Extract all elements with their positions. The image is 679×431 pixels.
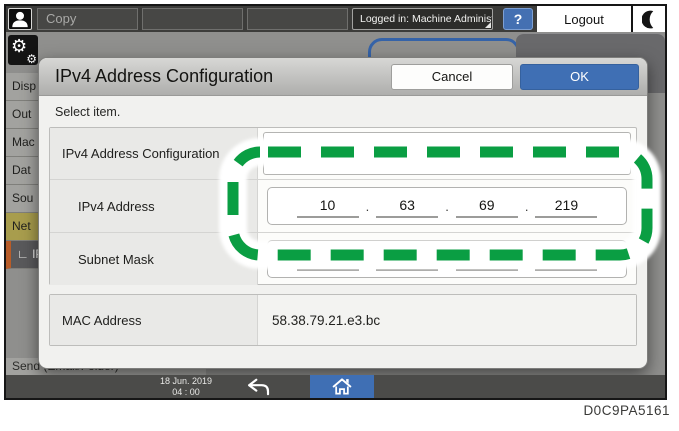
ipv4-octet-2[interactable]: 63 bbox=[376, 195, 439, 218]
login-status-text: Logged in: Machine Administrator bbox=[360, 13, 492, 25]
date-text: 18 Jun. 2019 bbox=[159, 376, 213, 386]
date-time-display: 18 Jun. 2019 04 : 00 bbox=[144, 376, 228, 397]
home-icon bbox=[332, 378, 352, 395]
gear-small-icon: ⚙ bbox=[26, 52, 37, 65]
ip-dot: . bbox=[445, 198, 449, 214]
crescent-moon-icon bbox=[641, 10, 653, 28]
topbar-divider bbox=[631, 6, 633, 32]
topbar-white-zone: Logout bbox=[537, 6, 665, 32]
dialog-header: IPv4 Address Configuration Cancel OK bbox=[39, 58, 647, 96]
login-corner-mark-icon bbox=[485, 22, 491, 28]
ip-dot: . bbox=[524, 198, 529, 214]
table-row-mac: MAC Address 58.38.79.21.e3.bc bbox=[50, 295, 636, 345]
time-text: 04 : 00 bbox=[172, 386, 200, 397]
ipv4-config-dialog: IPv4 Address Configuration Cancel OK Sel… bbox=[38, 57, 648, 369]
dialog-instruction: Select item. bbox=[55, 105, 121, 119]
table-row-ipv4: IPv4 Address 10 . 63 . 69 . 219 bbox=[50, 180, 636, 233]
device-screen: Copy Logged in: Machine Administrator ? … bbox=[4, 4, 667, 400]
ipv4-address-input-group: 10 . 63 . 69 . 219 bbox=[267, 187, 627, 225]
ip-dot: . bbox=[445, 251, 449, 267]
ipv4-octet-1[interactable]: 10 bbox=[296, 195, 359, 218]
energy-saver-button[interactable] bbox=[633, 6, 665, 32]
back-arrow-icon bbox=[248, 378, 270, 395]
function-tab-2[interactable] bbox=[142, 8, 243, 30]
config-dropdown-value: Specify bbox=[291, 146, 334, 161]
person-icon bbox=[12, 11, 28, 28]
subnet-octet-1[interactable]: 255 bbox=[296, 248, 359, 271]
home-button[interactable] bbox=[310, 375, 374, 398]
system-settings-button[interactable]: ⚙ ⚙ bbox=[8, 35, 38, 65]
ip-dot: . bbox=[524, 251, 529, 267]
mac-address-value: 58.38.79.21.e3.bc bbox=[258, 295, 636, 345]
bottom-system-bar: 18 Jun. 2019 04 : 00 bbox=[6, 375, 665, 398]
ipv4-octet-4[interactable]: 219 bbox=[535, 195, 598, 218]
subnet-octet-3[interactable]: 255 bbox=[455, 248, 518, 271]
table-row-subnet: Subnet Mask 255 . 255 . 255 . 0 bbox=[50, 233, 636, 285]
subnet-row-label: Subnet Mask bbox=[50, 233, 258, 285]
ipv4-octet-3[interactable]: 69 bbox=[455, 195, 518, 218]
cancel-button[interactable]: Cancel bbox=[391, 64, 513, 90]
top-status-bar: Copy Logged in: Machine Administrator ? … bbox=[6, 6, 665, 32]
subnet-mask-input-group: 255 . 255 . 255 . 0 bbox=[267, 240, 627, 278]
ip-dot: . bbox=[365, 251, 370, 267]
ip-dot: . bbox=[365, 198, 370, 214]
settings-table: IPv4 Address Configuration Specify ▼ IPv… bbox=[49, 127, 637, 285]
logout-button[interactable]: Logout bbox=[564, 11, 604, 27]
table-row-config: IPv4 Address Configuration Specify ▼ bbox=[50, 128, 636, 180]
gear-icon: ⚙ bbox=[11, 36, 28, 56]
config-dropdown[interactable]: Specify ▼ bbox=[263, 132, 631, 175]
figure-caption: D0C9PA5161 bbox=[583, 403, 670, 418]
function-tab-copy[interactable]: Copy bbox=[37, 8, 138, 30]
ipv4-row-label: IPv4 Address bbox=[50, 180, 258, 232]
subnet-octet-4[interactable]: 0 bbox=[535, 248, 598, 271]
subnet-octet-2[interactable]: 255 bbox=[376, 248, 439, 271]
user-account-button[interactable] bbox=[8, 8, 32, 30]
chevron-down-icon: ▼ bbox=[609, 148, 618, 159]
ok-button[interactable]: OK bbox=[520, 64, 639, 90]
help-button[interactable]: ? bbox=[503, 8, 533, 30]
function-tab-3[interactable] bbox=[247, 8, 348, 30]
back-button[interactable] bbox=[244, 376, 274, 397]
mac-row-label: MAC Address bbox=[50, 295, 258, 345]
mac-table: MAC Address 58.38.79.21.e3.bc bbox=[49, 294, 637, 346]
config-row-label: IPv4 Address Configuration bbox=[50, 128, 258, 179]
dialog-title: IPv4 Address Configuration bbox=[55, 66, 274, 86]
login-status-box[interactable]: Logged in: Machine Administrator bbox=[352, 8, 493, 30]
